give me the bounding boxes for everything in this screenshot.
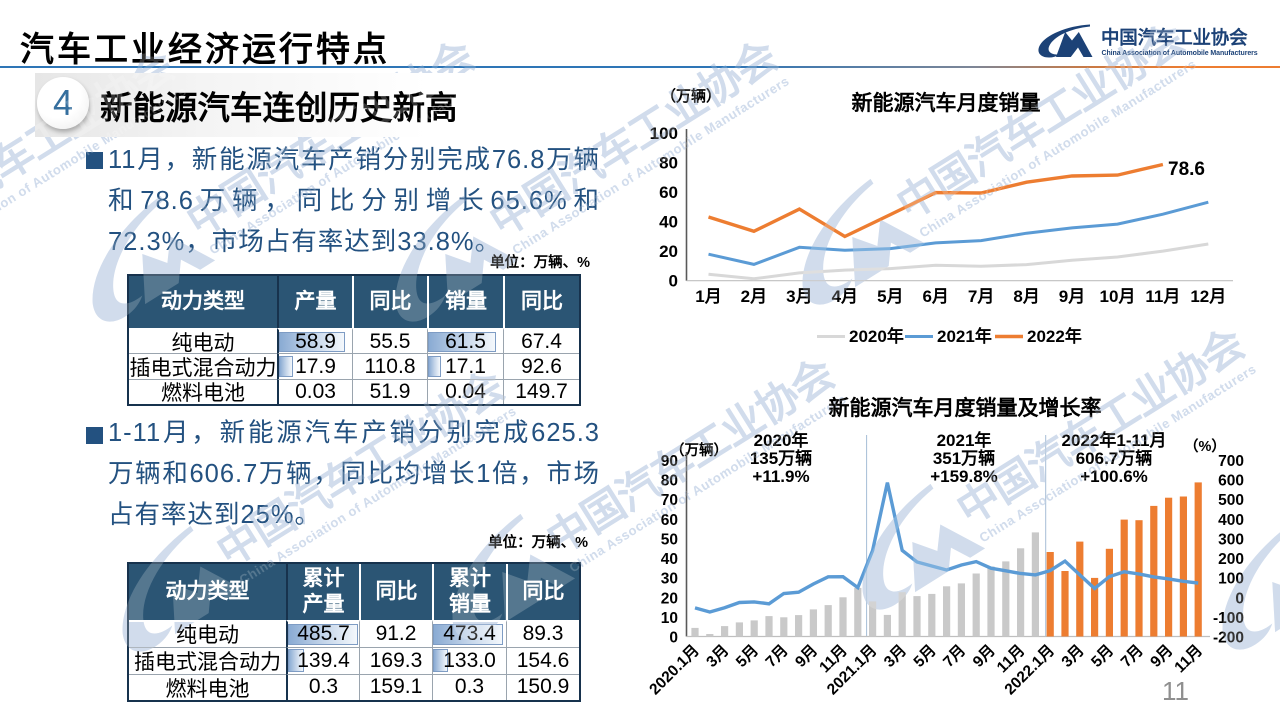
svg-text:12月: 12月 xyxy=(1190,287,1226,306)
svg-text:300: 300 xyxy=(1218,531,1244,548)
svg-text:China Association of Automobil: China Association of Automobile Manufact… xyxy=(1102,50,1258,57)
svg-text:0: 0 xyxy=(669,630,678,647)
svg-text:80: 80 xyxy=(661,473,678,490)
svg-text:1月: 1月 xyxy=(695,287,721,306)
svg-text:3月: 3月 xyxy=(786,287,812,306)
svg-text:0: 0 xyxy=(669,272,678,291)
svg-text:40: 40 xyxy=(661,551,678,568)
svg-text:9月: 9月 xyxy=(1059,287,1085,306)
svg-text:+11.9%: +11.9% xyxy=(752,467,809,486)
svg-text:50: 50 xyxy=(661,531,678,548)
svg-text:新能源汽车月度销量: 新能源汽车月度销量 xyxy=(852,91,1041,115)
svg-text:新能源汽车月度销量及增长率: 新能源汽车月度销量及增长率 xyxy=(829,396,1102,420)
svg-text:500: 500 xyxy=(1218,492,1244,509)
svg-text:60: 60 xyxy=(659,183,678,202)
svg-text:90: 90 xyxy=(661,453,678,470)
svg-text:2021年: 2021年 xyxy=(937,430,992,450)
svg-text:中国汽车工业协会: 中国汽车工业协会 xyxy=(949,319,1253,533)
svg-text:10月: 10月 xyxy=(1100,287,1136,306)
svg-text:80: 80 xyxy=(659,153,678,172)
svg-text:中国汽车工业协会: 中国汽车工业协会 xyxy=(482,31,786,245)
svg-text:中国汽车工业协会: 中国汽车工业协会 xyxy=(179,31,483,245)
svg-text:5月: 5月 xyxy=(877,287,903,306)
svg-text:7月: 7月 xyxy=(968,287,994,306)
svg-text:20: 20 xyxy=(661,590,678,607)
svg-text:2020年: 2020年 xyxy=(849,326,904,346)
svg-text:8月: 8月 xyxy=(1013,287,1039,306)
svg-text:70: 70 xyxy=(661,492,678,509)
svg-text:-100: -100 xyxy=(1213,610,1244,627)
svg-text:40: 40 xyxy=(659,213,678,232)
svg-text:2021年: 2021年 xyxy=(937,326,992,346)
svg-text:2月: 2月 xyxy=(741,287,767,306)
svg-text:200: 200 xyxy=(1218,551,1244,568)
svg-text:中国汽车工业协会: 中国汽车工业协会 xyxy=(889,14,1193,228)
svg-text:30: 30 xyxy=(661,571,678,588)
svg-text:（万辆）: （万辆） xyxy=(661,87,721,105)
svg-text:（%）: （%） xyxy=(1184,437,1226,455)
svg-text:100: 100 xyxy=(1218,571,1244,588)
svg-text:+159.8%: +159.8% xyxy=(930,467,998,486)
svg-text:2022年: 2022年 xyxy=(1027,326,1082,346)
svg-text:中国汽车工业协会: 中国汽车工业协会 xyxy=(209,361,513,575)
svg-text:606.7万辆: 606.7万辆 xyxy=(1076,448,1153,468)
svg-text:4月: 4月 xyxy=(832,287,858,306)
svg-text:2020年: 2020年 xyxy=(754,430,809,450)
svg-text:6月: 6月 xyxy=(922,287,948,306)
svg-text:20: 20 xyxy=(659,242,678,261)
svg-text:78.6: 78.6 xyxy=(1168,159,1205,180)
svg-text:700: 700 xyxy=(1218,453,1244,470)
svg-text:0: 0 xyxy=(1235,590,1244,607)
svg-text:中国汽车工业协会: 中国汽车工业协会 xyxy=(539,349,843,563)
svg-text:135万辆: 135万辆 xyxy=(750,448,812,468)
svg-text:100: 100 xyxy=(650,124,678,143)
svg-text:351万辆: 351万辆 xyxy=(933,448,995,468)
svg-text:中国汽车工业协会: 中国汽车工业协会 xyxy=(1101,27,1248,48)
svg-text:60: 60 xyxy=(661,512,678,529)
svg-text:10: 10 xyxy=(661,610,678,627)
svg-text:（万辆）: （万辆） xyxy=(670,441,728,459)
svg-text:400: 400 xyxy=(1218,512,1244,529)
svg-text:600: 600 xyxy=(1218,473,1244,490)
svg-text:+100.6%: +100.6% xyxy=(1080,467,1148,486)
svg-text:11月: 11月 xyxy=(1145,287,1180,306)
svg-text:2022年1-11月: 2022年1-11月 xyxy=(1062,430,1167,450)
svg-text:-200: -200 xyxy=(1213,630,1244,647)
